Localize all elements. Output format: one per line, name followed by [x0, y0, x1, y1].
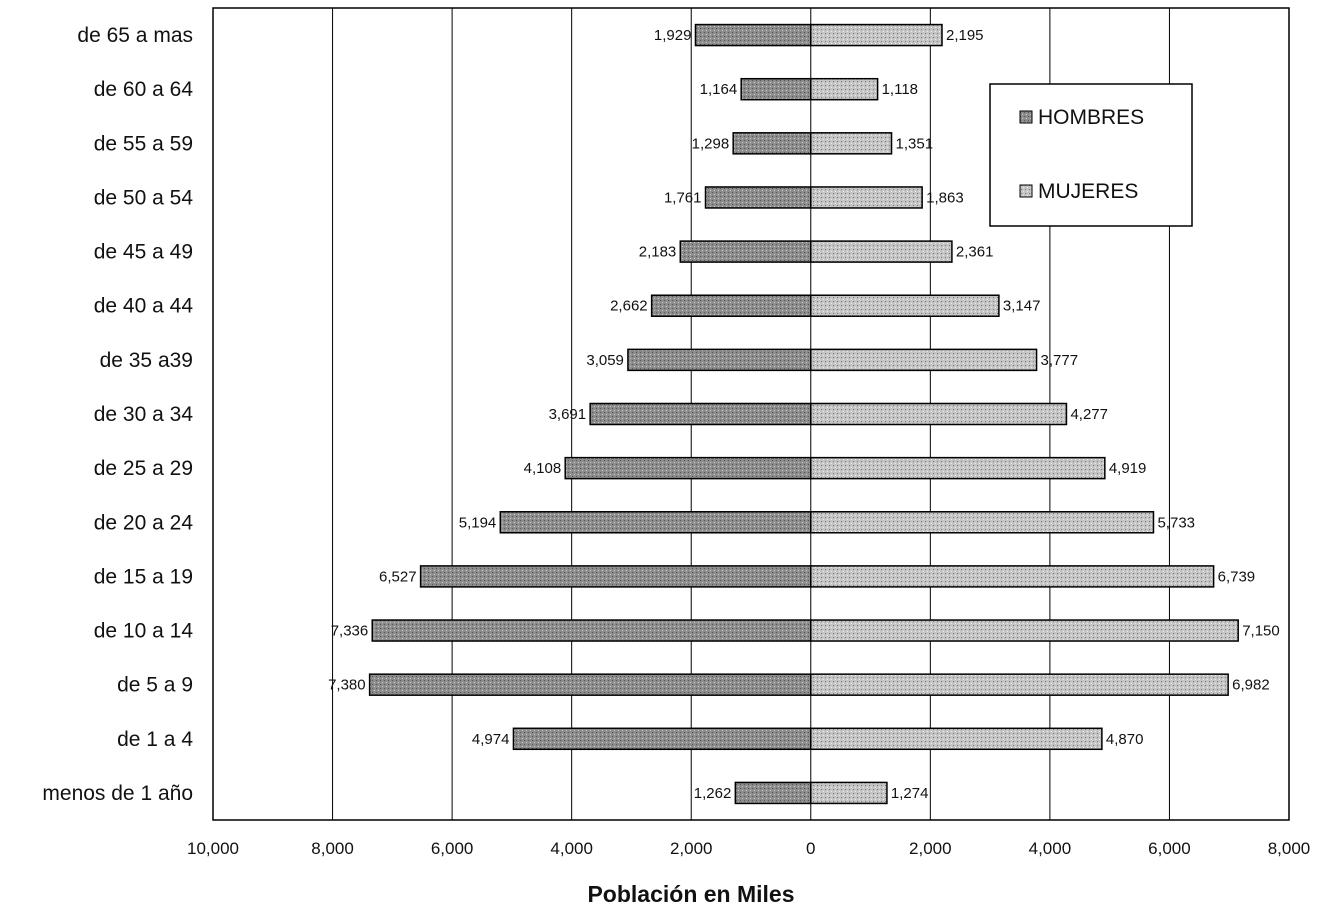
- x-tick-label: 4,000: [1029, 839, 1072, 858]
- bar-mujeres: [810, 132, 893, 155]
- category-label: de 55 a 59: [94, 132, 193, 155]
- bar-hombres: [650, 294, 812, 317]
- bar-mujeres: [810, 77, 879, 101]
- data-label-hombres: 1,262: [694, 785, 732, 802]
- bar-hombres: [679, 240, 812, 263]
- category-label: de 30 a 34: [94, 403, 194, 426]
- bar-hombres: [368, 673, 812, 696]
- category-label: de 20 a 24: [94, 511, 194, 534]
- data-label-hombres: 7,336: [331, 623, 369, 640]
- data-label-hombres: 5,194: [459, 514, 497, 531]
- bar-mujeres: [810, 456, 1106, 480]
- bar-mujeres: [810, 240, 953, 263]
- bar-hombres: [419, 565, 812, 588]
- bar-hombres: [627, 348, 812, 372]
- data-label-hombres: 4,108: [524, 460, 562, 477]
- category-label: de 65 a mas: [77, 24, 193, 47]
- bar-hombres: [499, 511, 812, 534]
- x-tick-label: 0: [806, 839, 815, 858]
- category-label: de 35 a39: [100, 349, 193, 372]
- category-label: de 1 a 4: [117, 728, 193, 751]
- legend-swatch-hombres: [1019, 110, 1033, 124]
- bar-hombres: [589, 402, 812, 426]
- category-label: de 50 a 54: [94, 186, 194, 209]
- category-label: de 25 a 29: [94, 457, 193, 480]
- data-label-mujeres: 1,118: [882, 81, 918, 98]
- data-label-hombres: 1,164: [700, 81, 738, 98]
- data-label-mujeres: 3,147: [1003, 298, 1041, 315]
- legend-box: [989, 83, 1193, 227]
- data-label-hombres: 4,974: [472, 731, 510, 748]
- category-label: de 45 a 49: [94, 241, 193, 264]
- bar-mujeres: [810, 402, 1068, 426]
- data-label-mujeres: 5,733: [1157, 514, 1195, 531]
- legend-swatch-mujeres: [1019, 184, 1033, 198]
- x-tick-label: 2,000: [670, 839, 713, 858]
- bar-hombres: [704, 186, 812, 209]
- bar-mujeres: [810, 673, 1229, 696]
- bar-hombres: [564, 456, 812, 480]
- bar-mujeres: [810, 348, 1038, 372]
- bar-mujeres: [810, 23, 943, 47]
- data-label-mujeres: 2,195: [946, 27, 984, 44]
- bar-hombres: [732, 132, 812, 155]
- data-label-mujeres: 1,351: [896, 135, 934, 152]
- category-label: de 60 a 64: [94, 78, 194, 101]
- bar-mujeres: [810, 186, 923, 209]
- data-label-mujeres: 4,919: [1109, 460, 1147, 477]
- bar-mujeres: [810, 294, 1000, 317]
- category-label: menos de 1 año: [42, 782, 193, 805]
- bar-mujeres: [810, 619, 1239, 642]
- data-label-mujeres: 1,274: [891, 785, 929, 802]
- data-label-hombres: 2,662: [610, 298, 648, 315]
- bar-mujeres: [810, 565, 1215, 588]
- data-label-hombres: 3,691: [549, 406, 587, 423]
- x-tick-label: 6,000: [1148, 839, 1191, 858]
- data-label-hombres: 1,298: [692, 135, 730, 152]
- x-tick-label: 10,000: [187, 839, 239, 858]
- data-label-hombres: 6,527: [379, 568, 417, 585]
- data-label-hombres: 7,380: [328, 677, 366, 694]
- x-tick-label: 8,000: [1268, 839, 1311, 858]
- bar-mujeres: [810, 781, 888, 805]
- bar-hombres: [740, 77, 812, 101]
- category-label: de 10 a 14: [94, 620, 194, 643]
- bar-mujeres: [810, 511, 1155, 534]
- data-label-mujeres: 3,777: [1041, 352, 1079, 369]
- bar-hombres: [734, 781, 812, 805]
- bar-hombres: [512, 727, 812, 751]
- x-tick-label: 6,000: [431, 839, 474, 858]
- data-label-mujeres: 6,982: [1232, 677, 1270, 694]
- bar-hombres: [694, 23, 812, 47]
- data-label-hombres: 1,929: [654, 27, 692, 44]
- data-label-mujeres: 1,863: [926, 189, 964, 206]
- legend-label-mujeres: MUJERES: [1038, 180, 1138, 203]
- bar-hombres: [371, 619, 812, 642]
- category-label: de 40 a 44: [94, 295, 194, 318]
- legend-label-hombres: HOMBRES: [1038, 106, 1144, 129]
- bar-mujeres: [810, 727, 1103, 751]
- data-label-mujeres: 4,277: [1070, 406, 1108, 423]
- data-label-mujeres: 4,870: [1106, 731, 1144, 748]
- data-label-hombres: 3,059: [586, 352, 624, 369]
- x-tick-label: 4,000: [550, 839, 593, 858]
- x-tick-label: 8,000: [311, 839, 354, 858]
- data-label-mujeres: 2,361: [956, 244, 994, 261]
- data-label-hombres: 1,761: [664, 189, 702, 206]
- x-tick-label: 2,000: [909, 839, 952, 858]
- x-axis-title: Población en Miles: [587, 881, 794, 907]
- data-label-mujeres: 7,150: [1242, 623, 1280, 640]
- category-label: de 15 a 19: [94, 565, 193, 588]
- category-label: de 5 a 9: [117, 674, 193, 697]
- data-label-mujeres: 6,739: [1218, 568, 1256, 585]
- data-label-hombres: 2,183: [639, 244, 677, 261]
